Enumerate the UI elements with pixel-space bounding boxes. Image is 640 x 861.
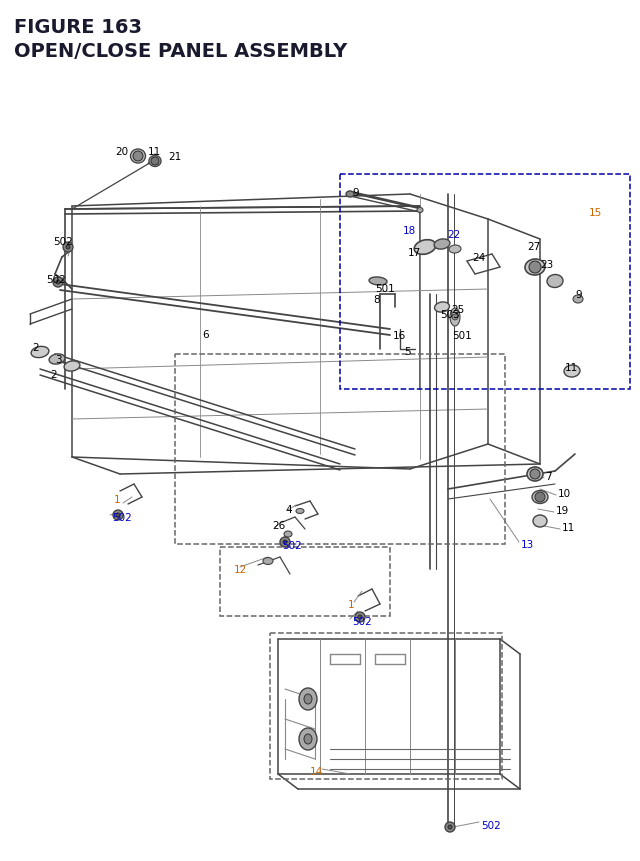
Ellipse shape: [263, 558, 273, 565]
Text: 3: 3: [55, 355, 61, 364]
Ellipse shape: [299, 688, 317, 710]
Circle shape: [133, 152, 143, 162]
Ellipse shape: [149, 157, 161, 167]
Text: 26: 26: [272, 520, 285, 530]
Circle shape: [445, 822, 455, 832]
Ellipse shape: [573, 295, 583, 304]
Text: 5: 5: [404, 347, 411, 356]
Ellipse shape: [304, 694, 312, 704]
Circle shape: [358, 616, 362, 619]
Text: 502: 502: [352, 616, 372, 626]
Circle shape: [113, 511, 123, 520]
Text: 502: 502: [282, 541, 301, 550]
Text: 22: 22: [447, 230, 460, 239]
Text: 21: 21: [168, 152, 181, 162]
Text: OPEN/CLOSE PANEL ASSEMBLY: OPEN/CLOSE PANEL ASSEMBLY: [14, 42, 348, 61]
Text: 15: 15: [589, 208, 602, 218]
Circle shape: [56, 281, 60, 285]
Text: 20: 20: [115, 147, 128, 157]
Circle shape: [116, 513, 120, 517]
Text: 17: 17: [408, 248, 421, 257]
Bar: [340, 175, 630, 389]
Circle shape: [530, 469, 540, 480]
Ellipse shape: [49, 355, 65, 365]
Circle shape: [529, 262, 541, 274]
Ellipse shape: [417, 208, 423, 214]
Circle shape: [452, 314, 458, 320]
Text: 1: 1: [348, 599, 354, 610]
Text: 501: 501: [452, 331, 472, 341]
Text: 19: 19: [556, 505, 569, 516]
Text: 501: 501: [375, 283, 395, 294]
Text: 12: 12: [234, 564, 247, 574]
Text: 503: 503: [440, 310, 460, 319]
Text: 502: 502: [112, 512, 132, 523]
Ellipse shape: [346, 192, 354, 198]
Text: 11: 11: [562, 523, 575, 532]
Ellipse shape: [450, 308, 460, 326]
Text: 1: 1: [113, 494, 120, 505]
Ellipse shape: [296, 509, 304, 514]
Text: 18: 18: [403, 226, 416, 236]
Text: 502: 502: [53, 237, 73, 247]
Text: 11: 11: [565, 362, 579, 373]
Text: 24: 24: [472, 253, 485, 263]
Text: 2: 2: [50, 369, 56, 380]
Text: 7: 7: [545, 472, 552, 481]
Ellipse shape: [449, 245, 461, 254]
Circle shape: [283, 541, 287, 544]
Text: 8: 8: [373, 294, 380, 305]
Text: FIGURE 163: FIGURE 163: [14, 18, 142, 37]
Text: 4: 4: [285, 505, 292, 514]
Text: 10: 10: [558, 488, 571, 499]
Circle shape: [535, 492, 545, 503]
Ellipse shape: [284, 531, 292, 537]
Ellipse shape: [299, 728, 317, 750]
Circle shape: [355, 612, 365, 623]
Text: 11: 11: [148, 147, 161, 157]
Ellipse shape: [304, 734, 312, 744]
Ellipse shape: [131, 150, 145, 164]
Text: 14: 14: [310, 766, 323, 776]
Ellipse shape: [547, 276, 563, 288]
Bar: [175, 355, 505, 544]
Ellipse shape: [533, 516, 547, 528]
Ellipse shape: [525, 260, 545, 276]
Text: 23: 23: [540, 260, 553, 269]
Ellipse shape: [532, 491, 548, 504]
Ellipse shape: [435, 302, 449, 313]
Text: 2: 2: [32, 343, 38, 353]
Ellipse shape: [527, 468, 543, 481]
Circle shape: [448, 825, 452, 829]
Ellipse shape: [434, 239, 450, 250]
Circle shape: [151, 158, 159, 166]
Text: 6: 6: [202, 330, 209, 339]
Text: 502: 502: [481, 820, 500, 830]
Circle shape: [66, 245, 70, 250]
Circle shape: [280, 537, 290, 548]
Ellipse shape: [414, 240, 436, 255]
Bar: [220, 548, 390, 616]
Text: 13: 13: [521, 539, 534, 549]
Ellipse shape: [64, 362, 80, 372]
Ellipse shape: [369, 277, 387, 286]
Text: 502: 502: [46, 275, 66, 285]
Text: 9: 9: [575, 289, 582, 300]
Text: 9: 9: [352, 188, 358, 198]
Text: 16: 16: [393, 331, 406, 341]
Bar: [270, 633, 502, 779]
Text: 25: 25: [451, 305, 464, 314]
Text: 27: 27: [527, 242, 540, 251]
Ellipse shape: [31, 347, 49, 358]
Ellipse shape: [564, 366, 580, 378]
Circle shape: [53, 278, 63, 288]
Circle shape: [63, 243, 73, 253]
